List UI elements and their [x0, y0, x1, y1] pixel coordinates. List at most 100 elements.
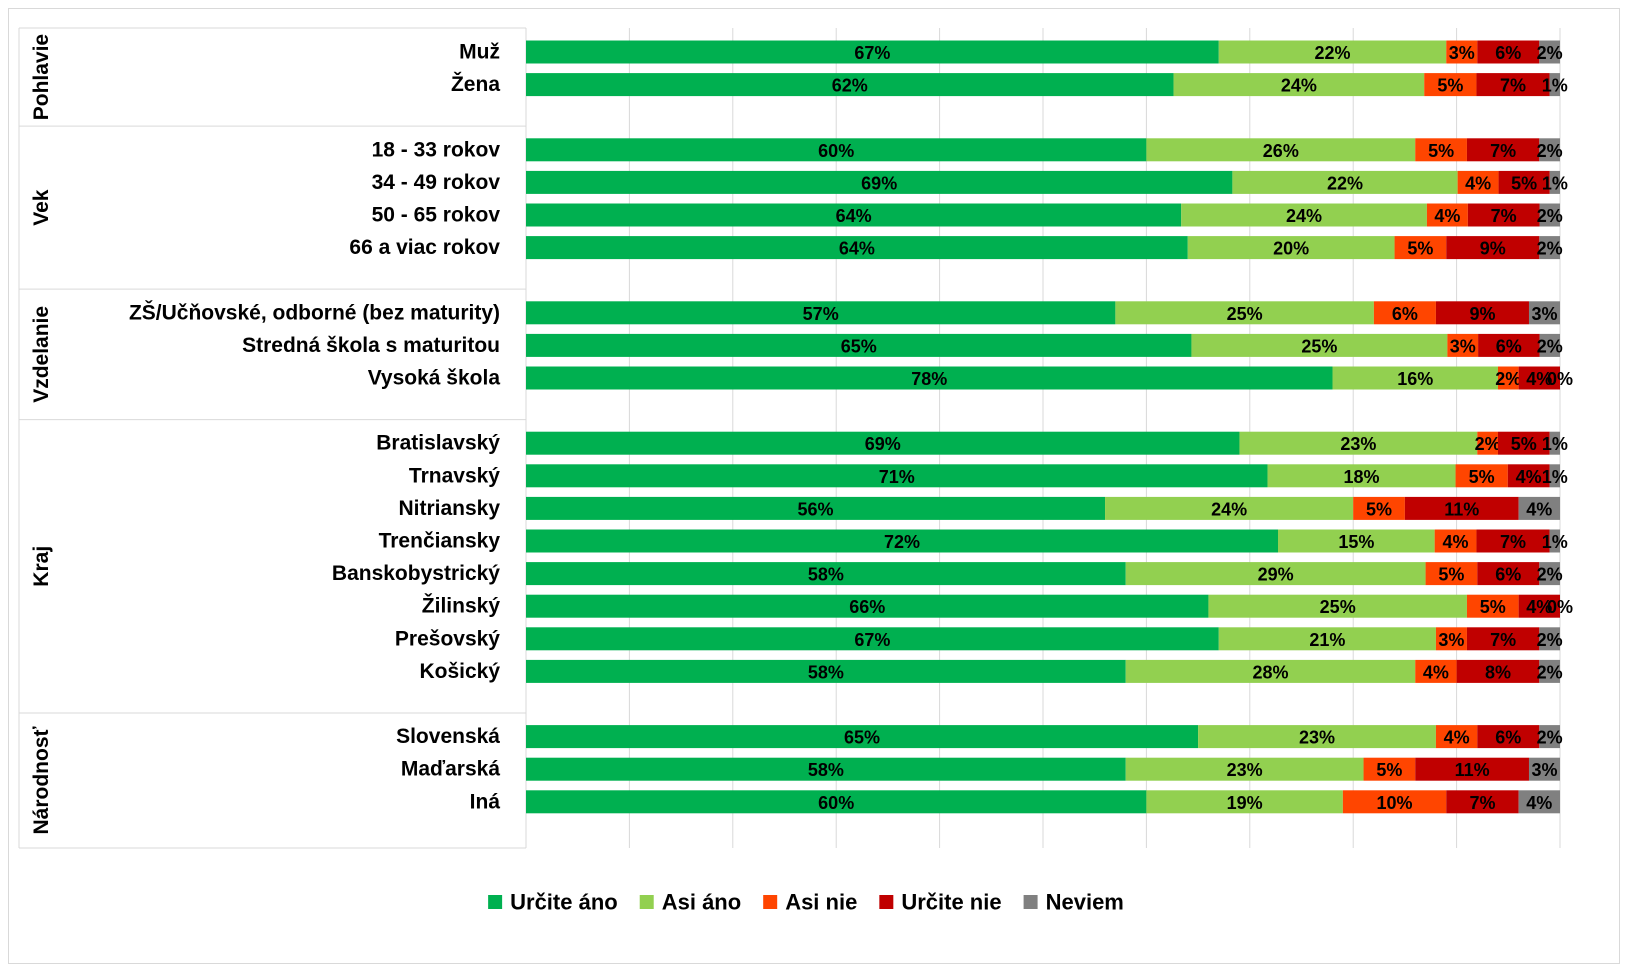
data-label: 2%: [1537, 239, 1563, 259]
category-label: 18 - 33 rokov: [372, 138, 501, 161]
bar-segment: [1394, 236, 1447, 260]
data-label: 60%: [818, 141, 854, 161]
data-label: 5%: [1511, 434, 1537, 454]
bar-segment: [1539, 138, 1560, 162]
data-label: 7%: [1469, 793, 1495, 813]
data-label: 2%: [1495, 369, 1521, 389]
data-label: 2%: [1537, 728, 1563, 748]
bar-segment: [1415, 138, 1467, 162]
legend-label: Určite nie: [901, 890, 1001, 915]
bar-segment: [1446, 236, 1540, 260]
bar-segment: [1528, 757, 1560, 781]
data-label: 5%: [1480, 597, 1506, 617]
bar-segment: [1218, 40, 1447, 64]
data-label: 0%: [1547, 369, 1573, 389]
bar-segment: [1198, 725, 1436, 749]
group-label: Vek: [30, 189, 53, 226]
bar-segment: [1373, 301, 1436, 325]
bar-segment: [526, 496, 1106, 520]
bar-segment: [1218, 627, 1436, 651]
legend-item: Neviem: [1023, 890, 1124, 915]
category-label: Trnavský: [409, 464, 500, 487]
data-label: 2%: [1537, 565, 1563, 585]
data-label: 5%: [1428, 141, 1454, 161]
bar-segment: [1332, 366, 1498, 390]
bar-segment: [526, 725, 1199, 749]
data-label: 1%: [1542, 434, 1568, 454]
data-label: 4%: [1434, 206, 1460, 226]
data-label: 4%: [1444, 728, 1470, 748]
data-label: 24%: [1281, 76, 1317, 96]
bar-segment: [526, 366, 1333, 390]
bar-segment: [526, 431, 1240, 455]
data-label: 16%: [1397, 369, 1433, 389]
bar-segment: [1191, 333, 1448, 357]
data-label: 25%: [1320, 597, 1356, 617]
data-label: 3%: [1438, 630, 1464, 650]
category-label: Maďarská: [401, 758, 500, 781]
bar-segment: [526, 170, 1233, 194]
bar-segment: [1146, 138, 1416, 162]
bar-segment: [1539, 236, 1560, 260]
data-label: 6%: [1495, 565, 1521, 585]
data-label: 18%: [1344, 467, 1380, 487]
category-label: Bratislavský: [376, 432, 500, 455]
bar-segment: [1446, 790, 1519, 814]
data-label: 2%: [1537, 206, 1563, 226]
category-label: 34 - 49 rokov: [372, 171, 501, 194]
category-label: Prešovský: [395, 627, 500, 650]
bar-segment: [1342, 790, 1447, 814]
bar-segment: [1477, 725, 1540, 749]
data-label: 11%: [1455, 760, 1490, 780]
bar-segment: [1539, 562, 1560, 586]
bar-segment: [1181, 203, 1427, 227]
bars: Muž 67% 22% 3% 6% 2% Žena 62% 24% 5% 7% 1% 18 - 33 r…: [129, 40, 1573, 814]
bar-segment: [1105, 496, 1354, 520]
bar-segment: [1239, 431, 1478, 455]
category-label: Stredná škola s maturitou: [242, 334, 500, 357]
data-label: 22%: [1327, 173, 1363, 193]
bar-segment: [1435, 725, 1478, 749]
data-label: 3%: [1450, 336, 1476, 356]
bar-segment: [526, 594, 1209, 618]
data-label: 4%: [1516, 467, 1542, 487]
category-label: Vysoká škola: [368, 367, 501, 390]
bar-segment: [526, 562, 1126, 586]
bar-segment: [1549, 73, 1560, 97]
data-label: 2%: [1537, 630, 1563, 650]
data-label: 64%: [839, 239, 875, 259]
data-label: 7%: [1500, 532, 1526, 552]
bar-segment: [1549, 431, 1560, 455]
data-label: 1%: [1542, 173, 1568, 193]
bar-segment: [526, 73, 1174, 97]
data-label: 15%: [1338, 532, 1374, 552]
data-label: 4%: [1526, 499, 1552, 519]
category-label: Trenčiansky: [379, 530, 501, 553]
bar-segment: [1466, 594, 1519, 618]
data-label: 26%: [1263, 141, 1299, 161]
legend-label: Asi áno: [662, 890, 741, 915]
bar-segment: [1477, 562, 1540, 586]
bar-segment: [1528, 301, 1560, 325]
bar-segment: [1425, 562, 1478, 586]
data-label: 8%: [1485, 662, 1511, 682]
data-label: 66%: [849, 597, 885, 617]
bar-segment: [1424, 73, 1477, 97]
data-label: 1%: [1542, 467, 1568, 487]
data-label: 58%: [808, 760, 844, 780]
data-label: 25%: [1227, 304, 1263, 324]
data-label: 4%: [1443, 532, 1469, 552]
data-label: 5%: [1469, 467, 1495, 487]
data-label: 4%: [1526, 597, 1552, 617]
data-label: 69%: [865, 434, 901, 454]
bar-segment: [1539, 333, 1560, 357]
data-label: 67%: [854, 43, 890, 63]
bar-segment: [1539, 203, 1560, 227]
bar-segment: [526, 627, 1219, 651]
bar-segment: [1539, 725, 1560, 749]
data-label: 6%: [1495, 43, 1521, 63]
bar-segment: [526, 757, 1126, 781]
legend-label: Asi nie: [785, 890, 857, 915]
bar-segment: [1267, 464, 1456, 488]
bar-segment: [1187, 236, 1395, 260]
